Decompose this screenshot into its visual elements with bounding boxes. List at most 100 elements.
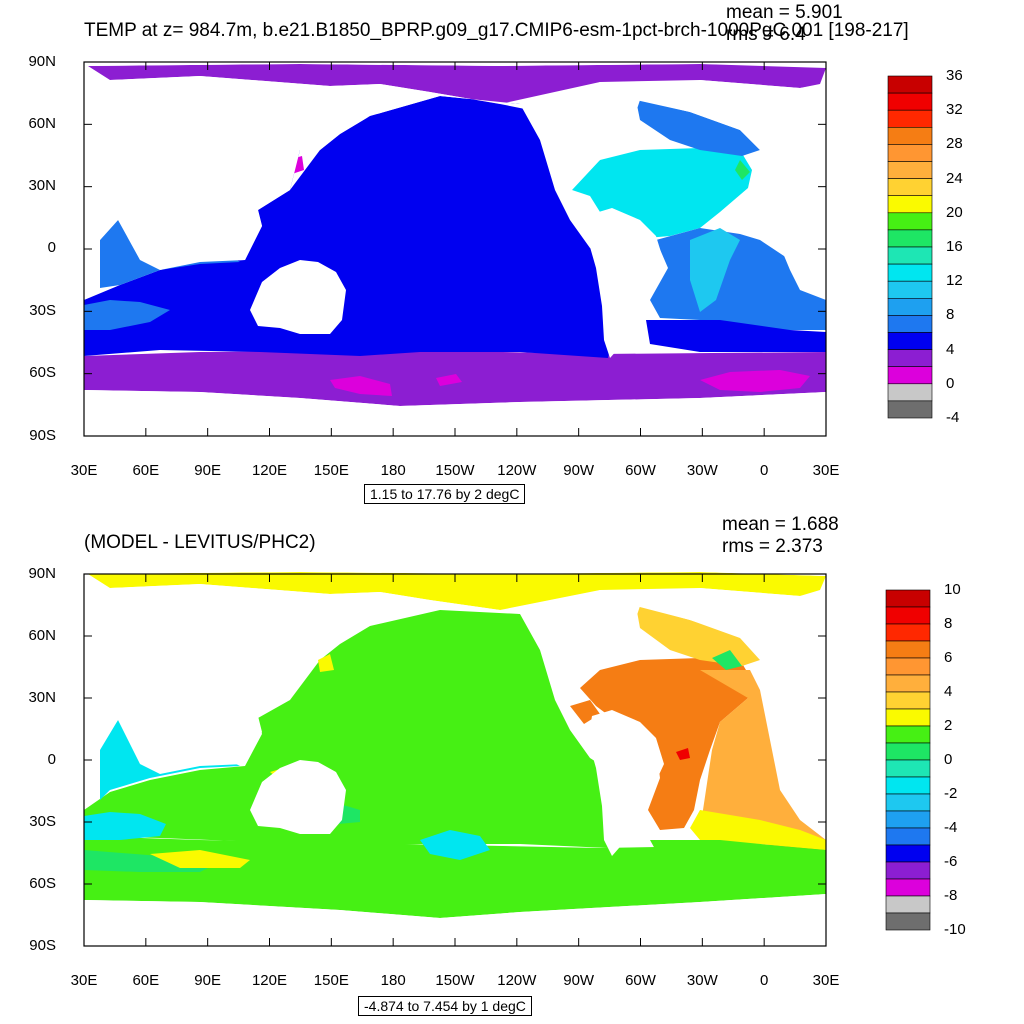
bottom-colorbar-swatch xyxy=(885,742,931,761)
bottom-colorbar-swatch xyxy=(885,725,931,744)
bottom-colorbar-swatch xyxy=(885,708,931,727)
bottom-colorbar-swatch xyxy=(885,793,931,812)
bottom-lon-label: 120W xyxy=(497,972,537,989)
bottom-lat-label-90n: 90N xyxy=(28,565,56,582)
top-colorbar-label: 4 xyxy=(946,340,955,358)
top-lat-label-0: 0 xyxy=(47,239,56,256)
top-lon-label: 90W xyxy=(563,462,595,479)
top-lat-label-90n: 90N xyxy=(28,53,56,70)
bottom-map xyxy=(83,572,931,947)
bottom-colorbar-swatch xyxy=(885,776,931,795)
top-colorbar-swatch xyxy=(887,161,933,179)
top-colorbar-label: 8 xyxy=(946,306,955,324)
bottom-lat-label-0: 0 xyxy=(47,751,56,768)
bottom-mean: mean = 1.688 xyxy=(722,514,839,535)
bottom-colorbar-swatch xyxy=(885,691,931,710)
top-rms: rms = 6.4 xyxy=(726,24,806,45)
top-land xyxy=(84,62,826,436)
top-colorbar-label: -4 xyxy=(946,409,960,426)
bottom-colorbar-swatch xyxy=(885,827,931,846)
bottom-colorbar-swatch xyxy=(885,606,931,625)
top-lon-label: 150W xyxy=(435,462,475,479)
bottom-colorbar-swatch xyxy=(885,623,931,642)
top-colorbar-label: 0 xyxy=(946,374,955,392)
top-colorbar-label: 24 xyxy=(946,169,963,187)
bottom-lon-label: 60E xyxy=(132,972,160,989)
bottom-colorbar-label: 4 xyxy=(944,683,953,700)
top-lon-label: 150E xyxy=(313,462,349,479)
bottom-colorbar-label: 0 xyxy=(944,751,953,768)
top-title: TEMP at z= 984.7m, b.e21.B1850_BPRP.g09_… xyxy=(84,20,909,41)
bottom-lon-label: 150E xyxy=(313,972,349,989)
bottom-colorbar-label: -10 xyxy=(944,921,966,938)
top-colorbar-label: 16 xyxy=(946,238,963,255)
top-map xyxy=(83,61,933,437)
top-lon-label: 0 xyxy=(759,462,769,479)
bottom-colorbar-swatch xyxy=(885,640,931,659)
top-contour-info: 1.15 to 17.76 by 2 degC xyxy=(364,484,526,504)
bottom-colorbar-label: 6 xyxy=(944,649,953,666)
top-lat-label-60n: 60N xyxy=(28,115,56,132)
bottom-title: (MODEL - LEVITUS/PHC2) xyxy=(84,532,316,553)
bottom-axis-ticks xyxy=(83,573,827,947)
bottom-lon-label: 90W xyxy=(563,972,595,989)
bottom-colorbar-swatch xyxy=(885,589,931,608)
bottom-colorbar-swatch xyxy=(885,759,931,778)
top-lon-label: 60W xyxy=(625,462,656,479)
bottom-colorbar-label: -6 xyxy=(944,853,958,870)
bottom-lon-label: 30E xyxy=(812,972,840,989)
top-colorbar-label: 32 xyxy=(946,101,963,119)
top-colorbar-swatch xyxy=(887,229,933,248)
bottom-lat-label-30s: 30S xyxy=(29,813,56,830)
bottom-colorbar xyxy=(885,589,931,931)
top-colorbar-swatch xyxy=(887,109,933,128)
bottom-lon-label: 180 xyxy=(380,972,406,989)
top-colorbar-swatch xyxy=(887,246,933,265)
bottom-lat-label-90s: 90S xyxy=(29,937,56,954)
top-mean: mean = 5.901 xyxy=(726,2,843,23)
bottom-lon-label: 30W xyxy=(686,972,718,989)
top-colorbar-label: 20 xyxy=(946,203,963,221)
top-lon-label: 180 xyxy=(380,462,406,479)
bottom-colorbar-label: -4 xyxy=(944,819,958,836)
top-lon-label: 30E xyxy=(812,462,840,479)
top-colorbar-label: 28 xyxy=(946,135,963,153)
bottom-land xyxy=(84,572,826,946)
top-colorbar-swatch xyxy=(887,212,933,231)
bottom-colorbar-swatch xyxy=(885,844,931,863)
top-lon-label: 30W xyxy=(686,462,718,479)
bottom-lat-label-60n: 60N xyxy=(28,627,56,644)
bottom-lon-label: 150W xyxy=(435,972,475,989)
top-axis-ticks xyxy=(83,61,827,437)
bottom-colorbar-swatch xyxy=(885,878,931,897)
top-colorbar-swatch xyxy=(887,144,933,162)
bottom-lon-label: 120E xyxy=(251,972,288,989)
top-colorbar-swatch xyxy=(887,263,933,282)
top-colorbar-swatch xyxy=(887,195,933,214)
top-colorbar-label: 36 xyxy=(946,67,963,84)
bottom-colorbar-swatch xyxy=(885,895,931,914)
bottom-lon-label: 90E xyxy=(194,972,221,989)
top-colorbar-swatch xyxy=(887,92,933,111)
bottom-lon-label: 60W xyxy=(625,972,656,989)
bottom-lon-label: 30E xyxy=(70,972,98,989)
top-colorbar-swatch xyxy=(887,400,933,419)
top-colorbar-swatch xyxy=(887,297,933,316)
top-lat-label-30s: 30S xyxy=(29,302,56,319)
top-lat-label-60s: 60S xyxy=(29,364,56,381)
bottom-colorbar-swatch xyxy=(885,861,931,880)
top-panel: TEMP at z= 984.7m, b.e21.B1850_BPRP.g09_… xyxy=(0,0,1024,510)
bottom-colorbar-swatch xyxy=(885,674,931,693)
top-colorbar-label: 12 xyxy=(946,272,963,290)
top-colorbar-swatch xyxy=(887,127,933,145)
top-colorbar-swatch xyxy=(887,349,933,368)
top-lon-label: 60E xyxy=(132,462,160,479)
top-colorbar-swatch xyxy=(887,75,933,94)
top-lat-label-30n: 30N xyxy=(28,177,56,194)
bottom-lat-label-60s: 60S xyxy=(29,875,56,892)
top-lon-label: 30E xyxy=(70,462,98,479)
bottom-colorbar-swatch xyxy=(885,810,931,829)
top-lon-label: 120W xyxy=(497,462,537,479)
bottom-colorbar-swatch xyxy=(885,657,931,676)
top-colorbar-swatch xyxy=(887,280,933,299)
